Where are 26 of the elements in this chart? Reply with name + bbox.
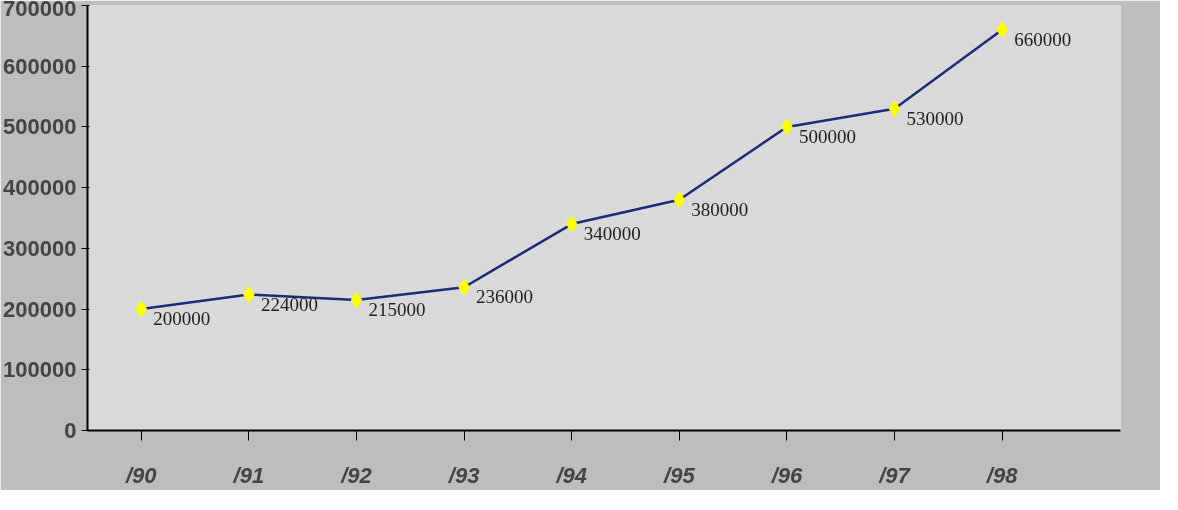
x-tick-label: /90 [125, 462, 158, 488]
x-tick-label: /93 [447, 462, 480, 488]
y-tick-label: 200000 [3, 296, 77, 322]
y-tick-label: 300000 [3, 235, 77, 261]
x-tick-label: /91 [232, 462, 265, 488]
data-label: 660000 [1014, 28, 1072, 50]
x-tick-label: /97 [878, 462, 912, 488]
y-tick-label: 400000 [3, 175, 77, 201]
data-label: 530000 [906, 107, 964, 129]
x-tick-label: /95 [663, 462, 696, 488]
x-tick-label: /96 [770, 462, 803, 488]
y-tick-label: 500000 [3, 114, 77, 140]
data-label: 340000 [583, 223, 641, 245]
data-label: 236000 [476, 286, 534, 308]
x-tick-label: /94 [555, 462, 588, 488]
data-label: 200000 [153, 308, 211, 330]
data-label: 215000 [368, 298, 426, 320]
data-label: 500000 [798, 125, 856, 147]
data-label: 224000 [260, 293, 318, 315]
y-tick-label: 700000 [3, 0, 77, 21]
y-tick-label: 0 [64, 418, 77, 443]
data-label: 380000 [691, 198, 749, 220]
x-tick-label: /98 [985, 462, 1019, 488]
y-tick-label: 600000 [3, 53, 77, 79]
x-tick-label: /92 [340, 462, 373, 488]
y-tick-label: 100000 [3, 357, 77, 383]
